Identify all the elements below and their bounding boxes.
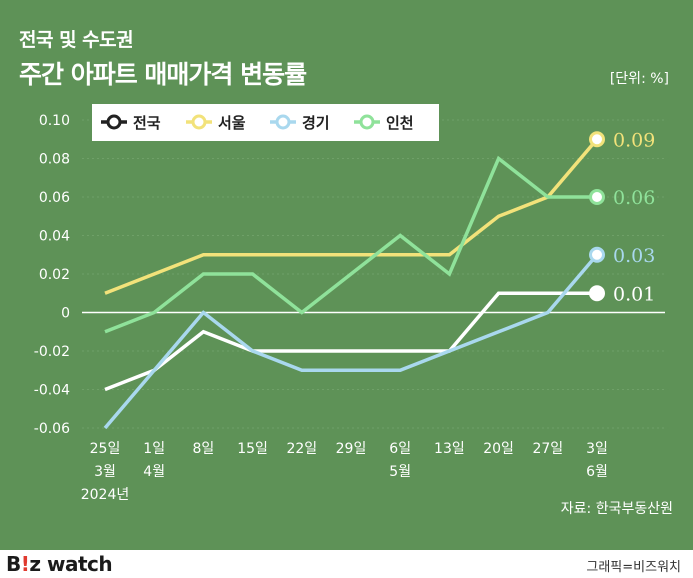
- y-tick-label: -0.02: [34, 344, 70, 360]
- end-marker: [589, 285, 605, 302]
- legend-label: 서울: [218, 114, 246, 132]
- end-value-label: 0.01: [613, 283, 655, 305]
- line-chart: 0.10 0.08 0.06 0.04 0.02 0 -0.02 -0.04 -0.06 25일 3…: [34, 104, 665, 503]
- legend-label: 전국: [133, 114, 161, 132]
- legend: 전국 서울 경기 인천: [92, 104, 439, 141]
- x-tick-label: 25일: [90, 441, 121, 457]
- chart-title: 주간 아파트 매매가격 변동률: [19, 60, 307, 89]
- x-tick-label: 6월: [586, 464, 608, 480]
- x-tick-label: 3월: [94, 464, 116, 480]
- legend-swatch-marker: [106, 114, 122, 130]
- chart-subtitle: 전국 및 수도권: [19, 29, 134, 51]
- unit-label: [단위: %]: [609, 71, 669, 87]
- y-tick-label: -0.04: [34, 383, 70, 399]
- x-tick-label: 22일: [286, 441, 317, 457]
- brand-letter: B: [6, 552, 21, 576]
- end-marker: [589, 246, 605, 263]
- end-value-label: 0.03: [613, 245, 655, 267]
- x-tick-label: 4월: [143, 464, 165, 480]
- end-value-label: 0.09: [613, 129, 655, 151]
- x-tick-label: 20일: [483, 441, 514, 457]
- x-tick-label: 29일: [336, 441, 367, 457]
- y-tick-label: 0.08: [39, 152, 70, 168]
- end-value-label: 0.06: [613, 187, 655, 209]
- y-tick-label: 0.02: [39, 267, 70, 283]
- y-tick-label: 0.04: [39, 229, 70, 245]
- x-tick-label: 13일: [434, 441, 465, 457]
- legend-swatch-marker: [275, 114, 291, 130]
- legend-label: 경기: [302, 114, 330, 132]
- x-tick-label: 8일: [193, 441, 215, 457]
- brand-accent: !: [20, 552, 30, 576]
- series-line-서울: [104, 138, 599, 295]
- end-marker: [589, 131, 605, 148]
- legend-swatch-marker: [191, 114, 207, 130]
- series-line-전국: [104, 291, 597, 392]
- y-tick-label: -0.06: [34, 421, 70, 437]
- y-tick-label: 0: [61, 306, 70, 322]
- brand-logo: B!z watch: [6, 552, 113, 576]
- series-line-인천: [104, 155, 597, 334]
- legend-swatch-marker: [359, 114, 375, 130]
- y-tick-label: 0.06: [39, 190, 70, 206]
- x-tick-label: 1일: [143, 441, 165, 457]
- graphic-credit: 그래픽=비즈워치: [586, 560, 681, 575]
- x-tick-label: 2024년: [81, 487, 130, 503]
- legend-label: 인천: [386, 114, 414, 132]
- legend-box: [92, 104, 439, 141]
- end-marker: [589, 189, 605, 205]
- y-tick-label: 0.10: [39, 113, 70, 129]
- x-tick-label: 6일: [389, 441, 411, 457]
- source-note: 자료: 한국부동산원: [560, 501, 673, 517]
- x-tick-label: 3일: [586, 441, 608, 457]
- footer-bar: B!z watch 그래픽=비즈워치: [0, 550, 693, 578]
- x-tick-label: 15일: [237, 441, 268, 457]
- x-tick-label: 5월: [389, 464, 411, 480]
- x-tick-label: 27일: [532, 441, 563, 457]
- series-line-경기: [103, 253, 599, 430]
- brand-rest: z watch: [29, 552, 113, 576]
